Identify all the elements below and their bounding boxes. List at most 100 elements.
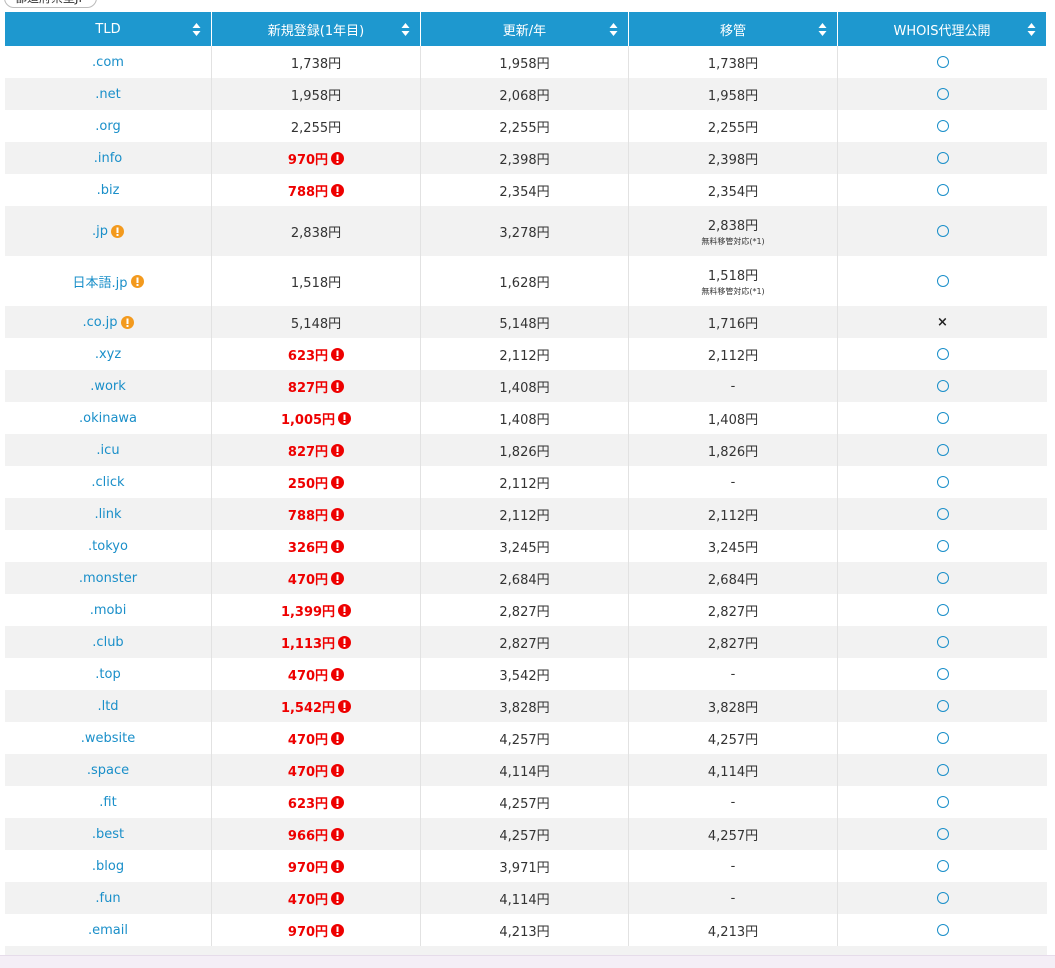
header-cell[interactable]: WHOIS代理公開 — [838, 12, 1047, 46]
tld-wrap: .website — [81, 731, 136, 746]
renew-price: 3,971円 — [499, 860, 550, 876]
filter-button[interactable]: 都道府県型JP — [4, 0, 97, 8]
transfer-price: 2,684円 — [707, 572, 759, 588]
table-cell: .space — [5, 754, 212, 786]
table-cell: 966円 — [212, 818, 421, 850]
table-cell: .monster — [5, 562, 212, 594]
tld-wrap: .fit — [99, 795, 116, 810]
sort-icon[interactable] — [401, 22, 410, 37]
table-cell: 2,354円 — [421, 174, 629, 206]
new-price: 2,838円 — [290, 225, 342, 241]
price-wrap: 1,958円 — [291, 85, 341, 104]
tld-link[interactable]: .net — [95, 86, 121, 102]
tld-link[interactable]: .tokyo — [88, 538, 128, 554]
price-wrap: 827円 — [288, 377, 345, 396]
sale-icon — [331, 507, 345, 521]
tld-link[interactable]: .link — [94, 506, 122, 522]
header-cell[interactable]: 移管 — [629, 12, 838, 46]
renew-price: 5,148円 — [499, 316, 550, 332]
renew-price: 2,827円 — [499, 636, 550, 652]
price-wrap: 470円 — [288, 761, 345, 780]
tld-link[interactable]: .xyz — [94, 346, 122, 362]
whois-mark — [936, 275, 949, 287]
tld-link[interactable]: .com — [92, 54, 124, 70]
table-cell: 2,255円 — [421, 110, 629, 142]
tld-link[interactable]: .email — [88, 922, 128, 938]
tld-link[interactable]: .space — [86, 762, 130, 778]
new-price: 470円 — [287, 572, 329, 588]
transfer-price: 1,716円 — [707, 316, 759, 332]
tld-wrap: .co.jp — [82, 314, 134, 330]
tld-link[interactable]: .work — [90, 378, 126, 394]
price-wrap: 1,738円 — [291, 53, 341, 72]
tld-link[interactable]: .biz — [96, 182, 120, 198]
tld-link[interactable]: .info — [93, 150, 123, 166]
sort-icon[interactable] — [818, 22, 827, 37]
price-wrap: 2,838円 — [291, 222, 341, 241]
header-cell[interactable]: 新規登録(1年目) — [212, 12, 421, 46]
tld-link[interactable]: 日本語.jp — [72, 275, 128, 291]
transfer-price: 2,255円 — [707, 120, 759, 136]
table-cell: 4,114円 — [421, 882, 629, 914]
table-cell: .click — [5, 466, 212, 498]
table-cell — [838, 786, 1047, 818]
tld-link[interactable]: .org — [95, 118, 121, 134]
whois-mark — [936, 348, 949, 360]
tld-link[interactable]: .click — [91, 474, 125, 490]
tld-wrap: .monster — [79, 571, 137, 586]
transfer-price: 2,827円 — [707, 604, 759, 620]
sort-icon[interactable] — [192, 22, 201, 37]
tld-link[interactable]: .fun — [95, 890, 121, 906]
price-wrap: 1,113円 — [281, 633, 352, 652]
table-cell: 3,542円 — [421, 658, 629, 690]
header-cell[interactable]: 更新/年 — [421, 12, 629, 46]
table-cell: 4,114円 — [421, 754, 629, 786]
table-cell — [838, 256, 1047, 306]
renew-price: 2,354円 — [499, 184, 550, 200]
tld-link[interactable]: .blog — [91, 858, 125, 874]
sort-icon[interactable] — [609, 22, 618, 37]
table-row: .website 470円 4,257円 4,257円 — [5, 722, 1047, 754]
tld-link[interactable]: .co.jp — [82, 314, 118, 330]
sort-icon[interactable] — [1027, 22, 1036, 37]
renew-price: 4,257円 — [499, 732, 550, 748]
tld-link[interactable]: .mobi — [89, 602, 127, 618]
table-cell — [838, 46, 1047, 78]
tld-link[interactable]: .ltd — [97, 698, 119, 714]
tld-link[interactable]: .monster — [78, 570, 138, 586]
table-row: .email 970円 4,213円 4,213円 — [5, 914, 1047, 946]
table-cell: .top — [5, 658, 212, 690]
table-cell: 3,828円 — [629, 690, 838, 722]
sale-icon — [338, 411, 352, 425]
sale-icon — [331, 795, 345, 809]
tld-link[interactable]: .jp — [92, 223, 108, 239]
renew-price: 1,958円 — [499, 56, 550, 72]
tld-link[interactable]: .fit — [99, 794, 117, 810]
table-row: .tokyo 326円 3,245円 3,245円 — [5, 530, 1047, 562]
tld-wrap: 日本語.jp — [73, 272, 144, 291]
transfer-price: 2,398円 — [707, 152, 759, 168]
tld-link[interactable]: .club — [92, 634, 124, 650]
tld-link[interactable]: .okinawa — [78, 410, 138, 426]
new-price: 5,148円 — [290, 316, 342, 332]
tld-link[interactable]: .top — [95, 666, 121, 682]
sale-icon — [331, 183, 345, 197]
table-row: .blog 970円 3,971円 - — [5, 850, 1047, 882]
tld-link[interactable]: .icu — [96, 442, 120, 458]
tld-link[interactable]: .website — [80, 730, 136, 746]
table-cell: - — [629, 850, 838, 882]
table-cell: 2,112円 — [629, 338, 838, 370]
whois-mark — [936, 184, 949, 196]
table-cell — [838, 722, 1047, 754]
table-cell: 4,114円 — [629, 754, 838, 786]
table-cell: .info — [5, 142, 212, 174]
table-cell: .org — [5, 110, 212, 142]
header-cell[interactable]: TLD — [5, 12, 212, 46]
table-row: .fun 470円 4,114円 - — [5, 882, 1047, 914]
tld-wrap: .link — [94, 507, 121, 522]
table-cell: 2,838円 無料移管対応(*1) — [629, 206, 838, 256]
tld-link[interactable]: .best — [91, 826, 125, 842]
new-price: 1,518円 — [290, 275, 342, 291]
